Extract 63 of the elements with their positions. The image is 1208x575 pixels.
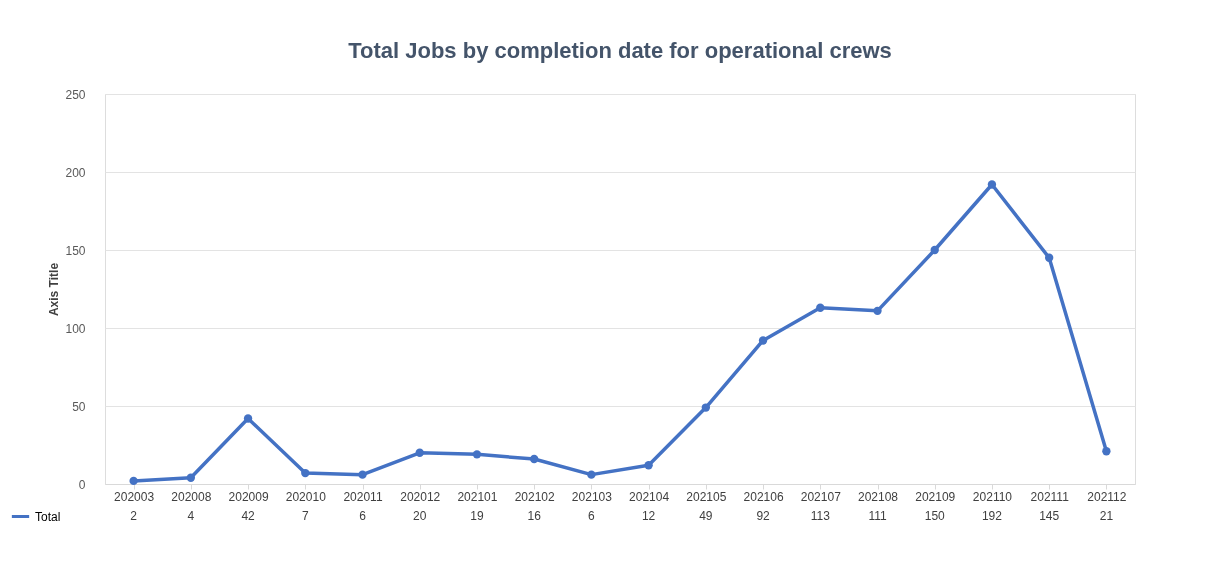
data-label: 92	[756, 509, 771, 523]
x-tick-label: 202106	[743, 489, 784, 504]
y-tick-label: 200	[65, 165, 86, 180]
x-tick-label: 202105	[686, 489, 727, 504]
x-tick-label: 202009	[228, 489, 269, 504]
point	[415, 448, 424, 457]
x-tick-label: 202111	[1030, 489, 1070, 504]
data-label: 6	[359, 509, 367, 523]
point	[758, 336, 768, 345]
point	[587, 470, 596, 479]
point	[301, 468, 310, 478]
data-label: 19	[470, 509, 484, 523]
data-label: 12	[641, 509, 656, 523]
y-tick-label: 50	[72, 399, 86, 414]
x-tick-label: 202008	[171, 489, 212, 504]
x-tick-label: 202110	[972, 489, 1013, 504]
y-tick-label: 250	[65, 87, 86, 102]
x-tick-label: 202103	[571, 489, 613, 504]
x-tick-label: 202102	[514, 489, 556, 504]
data-label: 6	[588, 509, 596, 523]
data-label: 2	[130, 509, 138, 523]
chart-title: Total Jobs by completion date for operational crews	[348, 38, 892, 63]
point	[1102, 447, 1111, 456]
point	[930, 245, 939, 255]
legend-label: Total	[35, 509, 61, 524]
data-label: 145	[1039, 509, 1060, 523]
x-tick-label: 202101	[457, 489, 498, 504]
point	[472, 450, 482, 459]
data-label: 42	[241, 509, 256, 523]
x-tick-label: 202012	[400, 489, 441, 504]
data-label: 16	[527, 509, 542, 523]
point	[644, 461, 653, 470]
data-label: 49	[699, 509, 713, 523]
data-label: 4	[187, 509, 195, 523]
x-tick-label: 202104	[629, 489, 670, 504]
data-label: 113	[810, 509, 831, 523]
x-tick-label: 202108	[857, 489, 899, 504]
data-label: 111	[868, 509, 887, 523]
y-tick-label: 0	[78, 477, 86, 492]
y-tick-label: 100	[65, 321, 86, 336]
data-label: 150	[924, 509, 946, 523]
data-label: 7	[301, 509, 309, 523]
point	[129, 476, 138, 486]
x-tick-label: 202107	[800, 489, 842, 504]
point	[987, 180, 997, 189]
data-label: 21	[1099, 509, 1114, 523]
point	[358, 470, 367, 479]
point	[186, 473, 196, 482]
point	[1044, 253, 1054, 262]
data-label: 20	[413, 509, 427, 523]
x-tick-label: 202011	[343, 489, 383, 504]
point	[873, 306, 882, 316]
x-tick-label: 202109	[915, 489, 956, 504]
point	[701, 403, 711, 412]
x-tick-label: 202112	[1087, 489, 1127, 504]
data-label: 192	[981, 509, 1003, 523]
x-tick-label: 202003	[114, 489, 155, 504]
point	[529, 454, 539, 464]
point	[816, 303, 825, 312]
y-tick-label: 150	[65, 243, 86, 258]
point	[243, 414, 253, 423]
x-tick-label: 202010	[285, 489, 327, 504]
y-axis-title: Axis Title	[47, 262, 62, 317]
